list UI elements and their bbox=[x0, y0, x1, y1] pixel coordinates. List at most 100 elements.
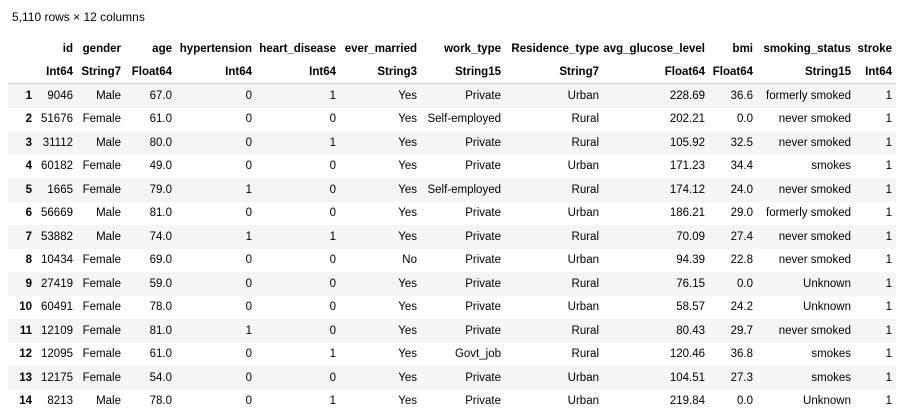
table-cell: 27.3 bbox=[709, 366, 757, 390]
table-cell: Rural bbox=[505, 342, 603, 366]
row-index: 6 bbox=[8, 201, 36, 225]
table-row: 13 12175 Female 54.0 0 0 Yes Private Urban 104.51… bbox=[8, 366, 896, 390]
table-cell: 1 bbox=[256, 389, 340, 413]
column-header-gender: gender bbox=[82, 43, 121, 55]
table-row: 4 60182 Female 49.0 0 0 Yes Private Urban 171.23 3… bbox=[8, 154, 896, 178]
table-cell: 10434 bbox=[36, 248, 77, 272]
table-cell: 228.69 bbox=[603, 83, 709, 108]
table-cell: 27.4 bbox=[709, 225, 757, 249]
table-cell: never smoked bbox=[757, 225, 855, 249]
table-cell: Yes bbox=[340, 131, 421, 155]
table-body: 1 9046 Male 67.0 0 1 Yes Private Urban 228.69 36.6… bbox=[8, 83, 896, 413]
row-index: 5 bbox=[8, 178, 36, 202]
table-cell: 0 bbox=[176, 201, 256, 225]
table-cell: 74.0 bbox=[125, 225, 176, 249]
table-cell: Rural bbox=[505, 225, 603, 249]
table-cell: 0 bbox=[256, 107, 340, 131]
table-cell: 0 bbox=[256, 248, 340, 272]
column-type-hypertension: Int64 bbox=[176, 60, 256, 84]
table-cell: Private bbox=[421, 389, 505, 413]
table-cell: Yes bbox=[340, 178, 421, 202]
table-cell: Rural bbox=[505, 178, 603, 202]
table-cell: 36.8 bbox=[709, 342, 757, 366]
column-header-avg-glucose-level: avg_glucose_level bbox=[603, 43, 705, 55]
table-cell: 81.0 bbox=[125, 319, 176, 343]
table-cell: Male bbox=[77, 131, 125, 155]
table-cell: 60182 bbox=[36, 154, 77, 178]
table-row: 10 60491 Female 78.0 0 0 Yes Private Urban 58.57 2… bbox=[8, 295, 896, 319]
table-cell: 78.0 bbox=[125, 389, 176, 413]
table-cell: never smoked bbox=[757, 178, 855, 202]
table-cell: 49.0 bbox=[125, 154, 176, 178]
dataframe-table: id gender age hypertension heart_disease ever… bbox=[8, 38, 896, 413]
table-cell: 29.0 bbox=[709, 201, 757, 225]
column-type-stroke: Int64 bbox=[855, 60, 896, 84]
table-cell: 51676 bbox=[36, 107, 77, 131]
row-index: 11 bbox=[8, 319, 36, 343]
table-cell: 69.0 bbox=[125, 248, 176, 272]
table-cell: 67.0 bbox=[125, 83, 176, 108]
table-cell: Private bbox=[421, 272, 505, 296]
column-header-work-type: work_type bbox=[444, 43, 501, 55]
table-cell: 186.21 bbox=[603, 201, 709, 225]
table-cell: 1 bbox=[855, 272, 896, 296]
column-header-smoking-status: smoking_status bbox=[763, 43, 851, 55]
table-row: 7 53882 Male 74.0 1 1 Yes Private Rural 70.09 27.4… bbox=[8, 225, 896, 249]
table-cell: 0 bbox=[256, 319, 340, 343]
table-cell: Rural bbox=[505, 319, 603, 343]
table-cell: Urban bbox=[505, 248, 603, 272]
table-cell: 76.15 bbox=[603, 272, 709, 296]
table-row: 8 10434 Female 69.0 0 0 No Private Urban 94.39 22.… bbox=[8, 248, 896, 272]
column-type-age: Float64 bbox=[125, 60, 176, 84]
table-cell: 70.09 bbox=[603, 225, 709, 249]
table-cell: 1 bbox=[855, 248, 896, 272]
table-cell: 1 bbox=[256, 342, 340, 366]
column-header-id: id bbox=[62, 43, 73, 55]
table-cell: 0.0 bbox=[709, 272, 757, 296]
row-index: 12 bbox=[8, 342, 36, 366]
table-cell: 0.0 bbox=[709, 107, 757, 131]
table-cell: Female bbox=[77, 342, 125, 366]
table-cell: 81.0 bbox=[125, 201, 176, 225]
index-header bbox=[8, 38, 36, 60]
table-cell: Male bbox=[77, 225, 125, 249]
table-cell: Govt_job bbox=[421, 342, 505, 366]
row-index: 8 bbox=[8, 248, 36, 272]
table-cell: 80.43 bbox=[603, 319, 709, 343]
table-cell: 24.0 bbox=[709, 178, 757, 202]
row-index: 4 bbox=[8, 154, 36, 178]
table-cell: Self-employed bbox=[421, 107, 505, 131]
table-cell: 1 bbox=[855, 389, 896, 413]
table-cell: Private bbox=[421, 201, 505, 225]
table-cell: 0 bbox=[256, 366, 340, 390]
row-index: 7 bbox=[8, 225, 36, 249]
table-cell: 29.7 bbox=[709, 319, 757, 343]
table-cell: 0 bbox=[176, 272, 256, 296]
table-cell: 1 bbox=[855, 225, 896, 249]
table-cell: 12109 bbox=[36, 319, 77, 343]
table-cell: 31112 bbox=[36, 131, 77, 155]
table-cell: Yes bbox=[340, 342, 421, 366]
table-cell: 1 bbox=[855, 366, 896, 390]
table-cell: Yes bbox=[340, 272, 421, 296]
table-cell: formerly smoked bbox=[757, 201, 855, 225]
table-cell: 1 bbox=[855, 342, 896, 366]
table-cell: Male bbox=[77, 389, 125, 413]
column-type-smoking-status: String15 bbox=[757, 60, 855, 84]
table-cell: 61.0 bbox=[125, 107, 176, 131]
table-row: 11 12109 Female 81.0 1 0 Yes Private Rural 80.43 2… bbox=[8, 319, 896, 343]
column-type-ever-married: String3 bbox=[340, 60, 421, 84]
table-cell: 54.0 bbox=[125, 366, 176, 390]
column-type-row: Int64 String7 Float64 Int64 Int64 String3 Stri… bbox=[8, 60, 896, 84]
table-cell: Unknown bbox=[757, 295, 855, 319]
table-cell: 1 bbox=[855, 107, 896, 131]
table-cell: 1 bbox=[855, 295, 896, 319]
table-cell: 0 bbox=[256, 272, 340, 296]
table-cell: 105.92 bbox=[603, 131, 709, 155]
table-cell: Yes bbox=[340, 107, 421, 131]
table-row: 14 8213 Male 78.0 0 1 Yes Private Urban 219.84 0.0… bbox=[8, 389, 896, 413]
table-cell: 0 bbox=[176, 131, 256, 155]
table-cell: 174.12 bbox=[603, 178, 709, 202]
table-cell: 12095 bbox=[36, 342, 77, 366]
table-cell: 1 bbox=[256, 131, 340, 155]
